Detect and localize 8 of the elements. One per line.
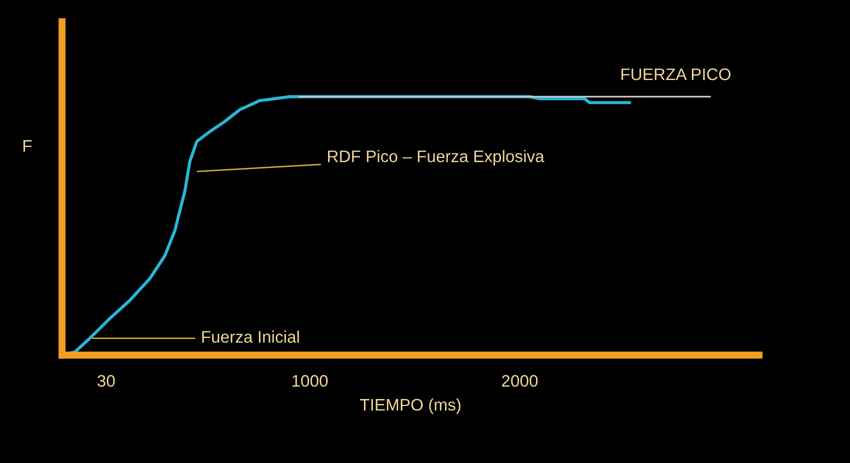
annotation: RDF Pico – Fuerza Explosiva — [328, 150, 544, 166]
x-tick-label: 2000 — [502, 375, 538, 387]
x-tick-label: 30 — [98, 375, 115, 387]
x-axis-title: TIEMPO (ms) — [360, 398, 460, 414]
y-axis-title: F — [23, 140, 32, 152]
x-tick-label: 1000 — [292, 375, 328, 387]
annotation: Fuerza Inicial — [202, 330, 299, 343]
ref-line-label: FUERZA PICO — [622, 68, 730, 80]
